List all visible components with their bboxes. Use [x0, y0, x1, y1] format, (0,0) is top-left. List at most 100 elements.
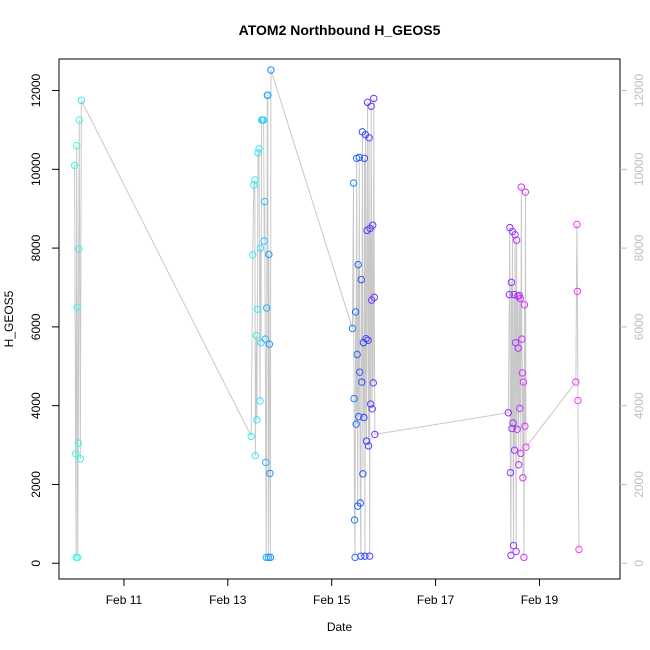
data-point [364, 442, 373, 450]
data-point [575, 545, 583, 554]
data-point [349, 179, 358, 187]
data-point [355, 153, 363, 162]
chart-title: ATOM2 Northbound H_GEOS5 [239, 22, 441, 38]
data-point [365, 552, 374, 560]
data-point [247, 432, 255, 441]
data-point [520, 553, 528, 562]
data-point [574, 396, 582, 405]
data-point [72, 141, 81, 150]
data-point [515, 461, 523, 469]
data-point [512, 236, 521, 244]
data-point [356, 368, 364, 376]
connecting-line [74, 69, 580, 558]
plot-frame [58, 58, 621, 580]
data-point [249, 251, 257, 259]
data-point [250, 181, 258, 189]
data-point [369, 379, 377, 387]
data-point [348, 324, 357, 333]
y-right-tick-label: 8000 [632, 234, 646, 261]
y-axis-left: 0 2000 4000 6000 8000 10000 12000 [29, 74, 59, 567]
data-point [261, 197, 269, 206]
data-point [364, 336, 372, 344]
data-point [74, 439, 82, 447]
data-point [256, 244, 265, 252]
data-point [357, 275, 366, 284]
y-right-tick-label: 6000 [632, 313, 646, 340]
data-point [262, 553, 270, 562]
data-point [266, 553, 275, 562]
data-point [265, 250, 273, 259]
data-point [362, 335, 370, 343]
data-point [369, 221, 377, 229]
data-point [353, 350, 361, 359]
data-point [365, 134, 373, 142]
data-point [509, 541, 518, 550]
data-point [368, 405, 376, 413]
data-point [519, 474, 527, 482]
data-point [367, 102, 375, 110]
data-point [507, 278, 516, 287]
data-point [505, 290, 514, 299]
data-point [507, 551, 515, 560]
data-point [350, 516, 359, 524]
data-point [77, 96, 86, 105]
data-point [370, 94, 378, 103]
data-point [75, 245, 83, 253]
data-point [357, 552, 365, 560]
data-point [520, 301, 529, 309]
y-tick-label: 6000 [29, 313, 43, 340]
data-point [254, 149, 262, 157]
y-tick-label: 10000 [29, 152, 43, 186]
data-point [75, 116, 83, 124]
data-point [362, 437, 371, 445]
data-point [572, 378, 580, 386]
data-point [363, 98, 372, 107]
data-point [355, 413, 363, 421]
data-point [515, 291, 523, 300]
y-tick-label: 2000 [29, 471, 43, 498]
data-point [573, 287, 582, 296]
data-point [266, 469, 274, 478]
data-point [506, 468, 515, 477]
data-point [514, 344, 522, 352]
x-axis-label: Date [327, 620, 353, 634]
data-point [510, 290, 518, 299]
data-point [252, 331, 261, 340]
x-tick-label: Feb 11 [106, 593, 143, 607]
data-point [259, 116, 268, 124]
y-right-tick-label: 0 [632, 560, 646, 567]
data-point [518, 335, 526, 343]
data-point [359, 338, 368, 347]
y-right-tick-label: 2000 [632, 471, 646, 498]
data-point [71, 450, 80, 458]
data-point [354, 260, 362, 269]
y-axis-right: 0 2000 4000 6000 8000 10000 12000 [620, 74, 646, 567]
data-point [360, 413, 368, 422]
y-tick-label: 12000 [29, 74, 43, 108]
data-point [74, 553, 82, 562]
data-point [366, 400, 375, 408]
data-point [356, 499, 364, 507]
data-point [512, 547, 520, 556]
data-point [263, 304, 271, 312]
data-point [253, 305, 262, 313]
data-point [522, 443, 530, 451]
data-point [516, 294, 524, 303]
data-point [73, 303, 81, 311]
x-tick-label: Feb 13 [209, 593, 247, 607]
data-point [370, 293, 378, 302]
data-point [359, 470, 367, 478]
data-point [506, 223, 514, 232]
data-point [504, 409, 513, 417]
y-tick-label: 8000 [29, 234, 43, 261]
data-point [517, 449, 525, 458]
data-point [508, 424, 516, 433]
data-point [358, 378, 366, 386]
data-point [264, 91, 272, 99]
data-point [351, 308, 360, 316]
data-point [519, 378, 528, 386]
data-point [251, 176, 259, 184]
y-right-tick-label: 12000 [632, 74, 646, 108]
